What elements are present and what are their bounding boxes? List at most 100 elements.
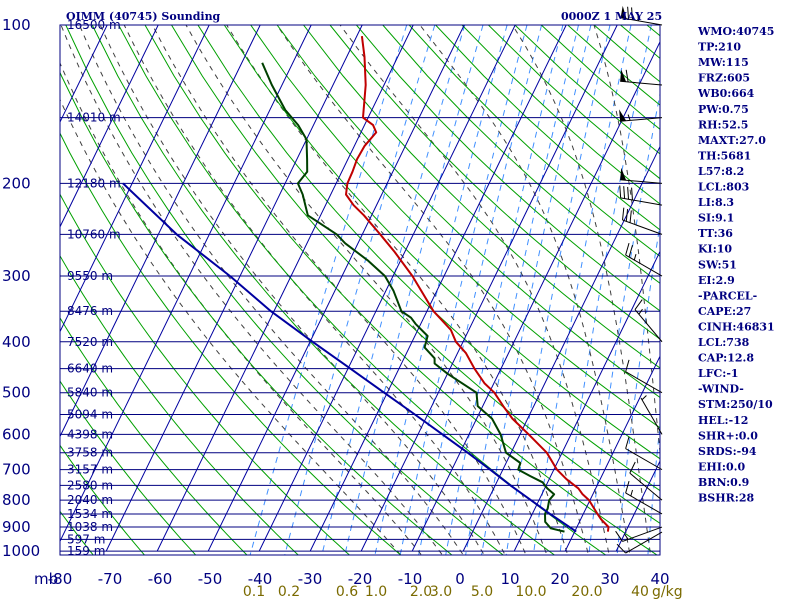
index-value: KI:10: [698, 243, 732, 256]
wind-barb-feather: [616, 543, 626, 554]
wind-barb-staff: [622, 219, 663, 235]
mixing-ratio-label: 1.0: [365, 584, 387, 600]
index-value: LFC:-1: [698, 367, 739, 380]
height-label: 1038 m: [67, 520, 113, 534]
dry-adiabat: [60, 510, 94, 555]
dry-adiabat: [250, 25, 660, 429]
height-label: 1534 m: [67, 507, 113, 521]
dry-adiabat: [60, 193, 351, 555]
wind-barb: [619, 109, 663, 122]
sounding-series: [122, 35, 610, 533]
mixing-ratio-label: 40: [631, 584, 649, 600]
wind-barb-feather: [628, 244, 633, 258]
wind-barb-half-feather: [633, 253, 637, 261]
index-value: CAPE:27: [698, 305, 751, 318]
isotherms: [60, 25, 660, 552]
pressure-label: 600: [2, 425, 31, 443]
wind-barb-feather: [629, 210, 632, 223]
wind-barb: [625, 359, 663, 394]
mixing-ratio-label: 0.6: [336, 584, 358, 600]
wind-barb-staff: [640, 397, 663, 435]
dry-adiabat: [60, 254, 299, 555]
index-value: -WIND-: [698, 383, 744, 396]
wind-barb-staff: [620, 17, 663, 26]
dry-adiabat: [197, 25, 660, 492]
moist-adiabat: [151, 25, 527, 555]
wind-barb-feather: [625, 69, 629, 83]
pressure-label: 300: [2, 267, 31, 285]
mixing-ratio-line: [481, 25, 592, 555]
height-label: 4398 m: [67, 427, 113, 441]
mixing-ratio-label: 2.0: [410, 584, 432, 600]
height-label: 2580 m: [67, 478, 113, 492]
pressure-label: 400: [2, 333, 31, 351]
height-label: 5094 m: [67, 408, 113, 422]
temperature-tick-label: 0: [455, 570, 465, 588]
pressure-label: 100: [2, 16, 31, 34]
dry-adiabat: [382, 25, 660, 284]
wind-barb-feather: [625, 242, 630, 256]
wind-barb-staff: [620, 179, 663, 184]
isotherm: [258, 25, 516, 552]
moist-adiabat: [123, 25, 506, 555]
mixing-ratio-line: [588, 91, 660, 555]
index-value: FRZ:605: [698, 72, 750, 85]
moist-adiabat: [185, 25, 548, 555]
mixing-ratio-line: [344, 25, 484, 555]
wind-barb: [625, 480, 663, 515]
wind-barb-half-feather: [630, 489, 634, 497]
height-label: 10760 m: [67, 227, 121, 241]
wind-barb-feather: [627, 186, 630, 200]
temperature-tick-label: 20: [550, 570, 569, 588]
index-value: WMO:40745: [697, 25, 774, 38]
index-value: WB0:664: [697, 87, 755, 100]
wind-barb: [620, 69, 663, 86]
parcel-trace: [122, 182, 577, 533]
moist-adiabat: [60, 61, 423, 555]
isotherm: [360, 25, 618, 552]
isotherm: [207, 25, 465, 552]
isotherm: [411, 40, 660, 552]
height-label: 16500 m: [67, 18, 121, 32]
index-value: TH:5681: [698, 149, 751, 162]
mixing-ratio-line: [374, 25, 508, 555]
index-value: STM:250/10: [698, 398, 773, 411]
temperature-trace: [345, 35, 610, 532]
wind-barb-half-feather: [641, 395, 647, 401]
dry-adiabat: [223, 25, 660, 460]
wind-barb-staff: [625, 492, 663, 515]
moist-adiabat: [60, 25, 443, 555]
dry-adiabat: [303, 25, 660, 369]
isotherm: [60, 25, 261, 438]
isotherm: [60, 25, 108, 124]
wind-barb-half-feather: [627, 114, 631, 121]
wind-barb-feather: [631, 187, 633, 200]
dry-adiabat: [408, 25, 660, 257]
isotherm: [156, 25, 414, 552]
plot-frame: [59, 24, 661, 556]
moist-adiabat: [339, 25, 610, 555]
index-value: LCL:803: [698, 181, 749, 194]
dry-adiabat: [60, 316, 248, 555]
mixing-ratio-line: [284, 25, 436, 555]
moist-adiabat: [512, 25, 652, 555]
mixing-ratio-label: 5.0: [471, 584, 493, 600]
dry-adiabats: [60, 25, 660, 555]
height-label: 14010 m: [67, 111, 121, 125]
index-value: CAP:12.8: [698, 352, 754, 365]
index-value: LI:8.3: [698, 196, 734, 209]
mixing-ratio-line: [249, 25, 408, 555]
wind-barb: [616, 531, 663, 554]
dry-adiabat: [144, 25, 658, 555]
index-value: BRN:0.9: [698, 476, 749, 489]
x-axis-unit-label: mb: [34, 570, 58, 588]
isotherm: [309, 25, 567, 552]
wind-barb-feather: [622, 207, 625, 221]
height-label: 5840 m: [67, 386, 113, 400]
index-value: MAXT:27.0: [698, 134, 766, 147]
mixing-ratio-label: 3.0: [430, 584, 452, 600]
wind-barb: [620, 167, 663, 184]
wind-barb: [625, 242, 663, 277]
wind-barb-feather: [629, 461, 636, 474]
